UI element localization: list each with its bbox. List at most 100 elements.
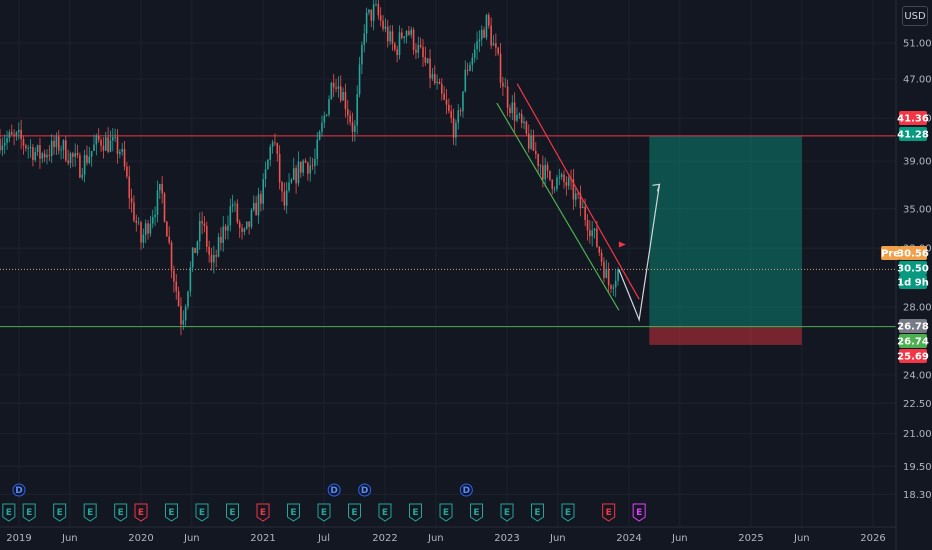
earnings-label: E — [199, 508, 205, 518]
candle-up — [405, 31, 408, 37]
y-tick-label: 28.00 — [903, 303, 932, 314]
candle-up — [271, 142, 274, 147]
dividend-marker: D — [358, 483, 372, 497]
price-tag-label: 26.78 — [897, 322, 929, 333]
candle-up — [189, 267, 192, 292]
candle-up — [55, 136, 58, 148]
candle-up — [457, 110, 460, 123]
candle-up — [231, 204, 234, 207]
y-tick-label: 21.00 — [903, 429, 932, 440]
candle-up — [154, 214, 156, 217]
candle-up — [269, 146, 272, 160]
candle-down — [391, 31, 394, 44]
candle-down — [215, 255, 217, 257]
candle-down — [79, 155, 81, 178]
candle-up — [591, 230, 593, 237]
candle-up — [217, 236, 220, 257]
price-tag — [899, 246, 927, 260]
candle-up — [318, 131, 321, 140]
candle-up — [330, 82, 333, 100]
earnings-marker: E — [53, 503, 67, 522]
candle-up — [492, 43, 495, 46]
candle-up — [83, 155, 86, 175]
earnings-marker: E — [317, 503, 331, 522]
earnings-label: E — [504, 508, 510, 518]
candle-up — [104, 137, 107, 151]
y-tick-label: 51.00 — [903, 39, 932, 50]
candle-down — [459, 110, 462, 112]
dividend-label: D — [361, 486, 368, 496]
candle-down — [509, 107, 511, 113]
candle-up — [41, 153, 44, 159]
candle-down — [20, 129, 22, 140]
earnings-badge — [53, 503, 67, 522]
candle-up — [354, 125, 356, 132]
candle-down — [579, 193, 582, 208]
candle-down — [163, 193, 166, 222]
earnings-label: E — [229, 508, 235, 518]
candle-down — [281, 182, 283, 192]
earnings-marker: E — [165, 503, 178, 522]
candle-up — [398, 32, 401, 56]
earnings-badge — [500, 503, 514, 522]
earnings-badge — [317, 503, 331, 522]
currency-button[interactable]: USD — [902, 6, 928, 26]
candle-up — [243, 228, 246, 232]
candle-down — [180, 306, 182, 325]
candle-up — [375, 4, 377, 5]
trend-drawings[interactable] — [496, 83, 661, 323]
candle-up — [142, 234, 145, 243]
stop-zone — [649, 326, 802, 345]
candle-down — [448, 104, 450, 112]
projection-arrowhead — [652, 183, 661, 192]
candle-down — [166, 221, 168, 237]
earnings-label: E — [118, 508, 124, 518]
candle-down — [48, 155, 51, 156]
earnings-label: E — [26, 508, 32, 518]
profit-zone — [649, 136, 802, 327]
dividend-label: D — [463, 486, 470, 496]
candle-down — [236, 203, 239, 223]
price-tag-label: 41.36 — [897, 114, 929, 125]
candle-up — [337, 86, 340, 89]
candle-down — [443, 93, 445, 100]
earnings-marker: E — [500, 503, 514, 522]
candle-up — [455, 122, 457, 138]
earnings-label: E — [260, 508, 266, 518]
candle-down — [248, 221, 250, 227]
horizontal-levels — [0, 135, 896, 328]
candle-down — [537, 154, 539, 166]
candle-down — [379, 15, 382, 21]
earnings-badge — [348, 503, 361, 522]
candle-down — [563, 174, 565, 183]
x-tick-label: Jun — [671, 533, 688, 544]
candle-up — [612, 287, 615, 289]
long-position-tool[interactable] — [649, 136, 802, 345]
flag-icon — [618, 241, 626, 254]
candle-up — [245, 221, 248, 229]
candle-down — [610, 285, 612, 289]
candle-down — [102, 145, 105, 151]
price-tag-label: Pre — [881, 249, 900, 260]
earnings-badge — [134, 503, 148, 522]
candle-down — [589, 230, 591, 237]
candle-down — [175, 281, 178, 292]
dividend-marker: D — [12, 483, 26, 497]
time-axis[interactable]: 2019 Jun 2020 Jun 2021 Jul 2022 Jun 2023 Jun 2024 J… — [6, 533, 885, 544]
candle-up — [1, 145, 4, 151]
candle-up — [234, 203, 236, 205]
earnings-label: E — [565, 508, 571, 518]
candle-up — [182, 320, 185, 325]
candle-up — [137, 222, 140, 224]
price-tag — [899, 111, 927, 125]
earnings-badge — [165, 503, 178, 522]
candle-down — [445, 99, 448, 105]
candle-up — [8, 132, 11, 139]
earnings-marker: E — [470, 503, 483, 522]
earnings-label: E — [473, 508, 479, 518]
candle-up — [250, 209, 253, 227]
grid — [0, 0, 896, 527]
earnings-marker: E — [2, 503, 16, 522]
candle-up — [222, 226, 225, 243]
